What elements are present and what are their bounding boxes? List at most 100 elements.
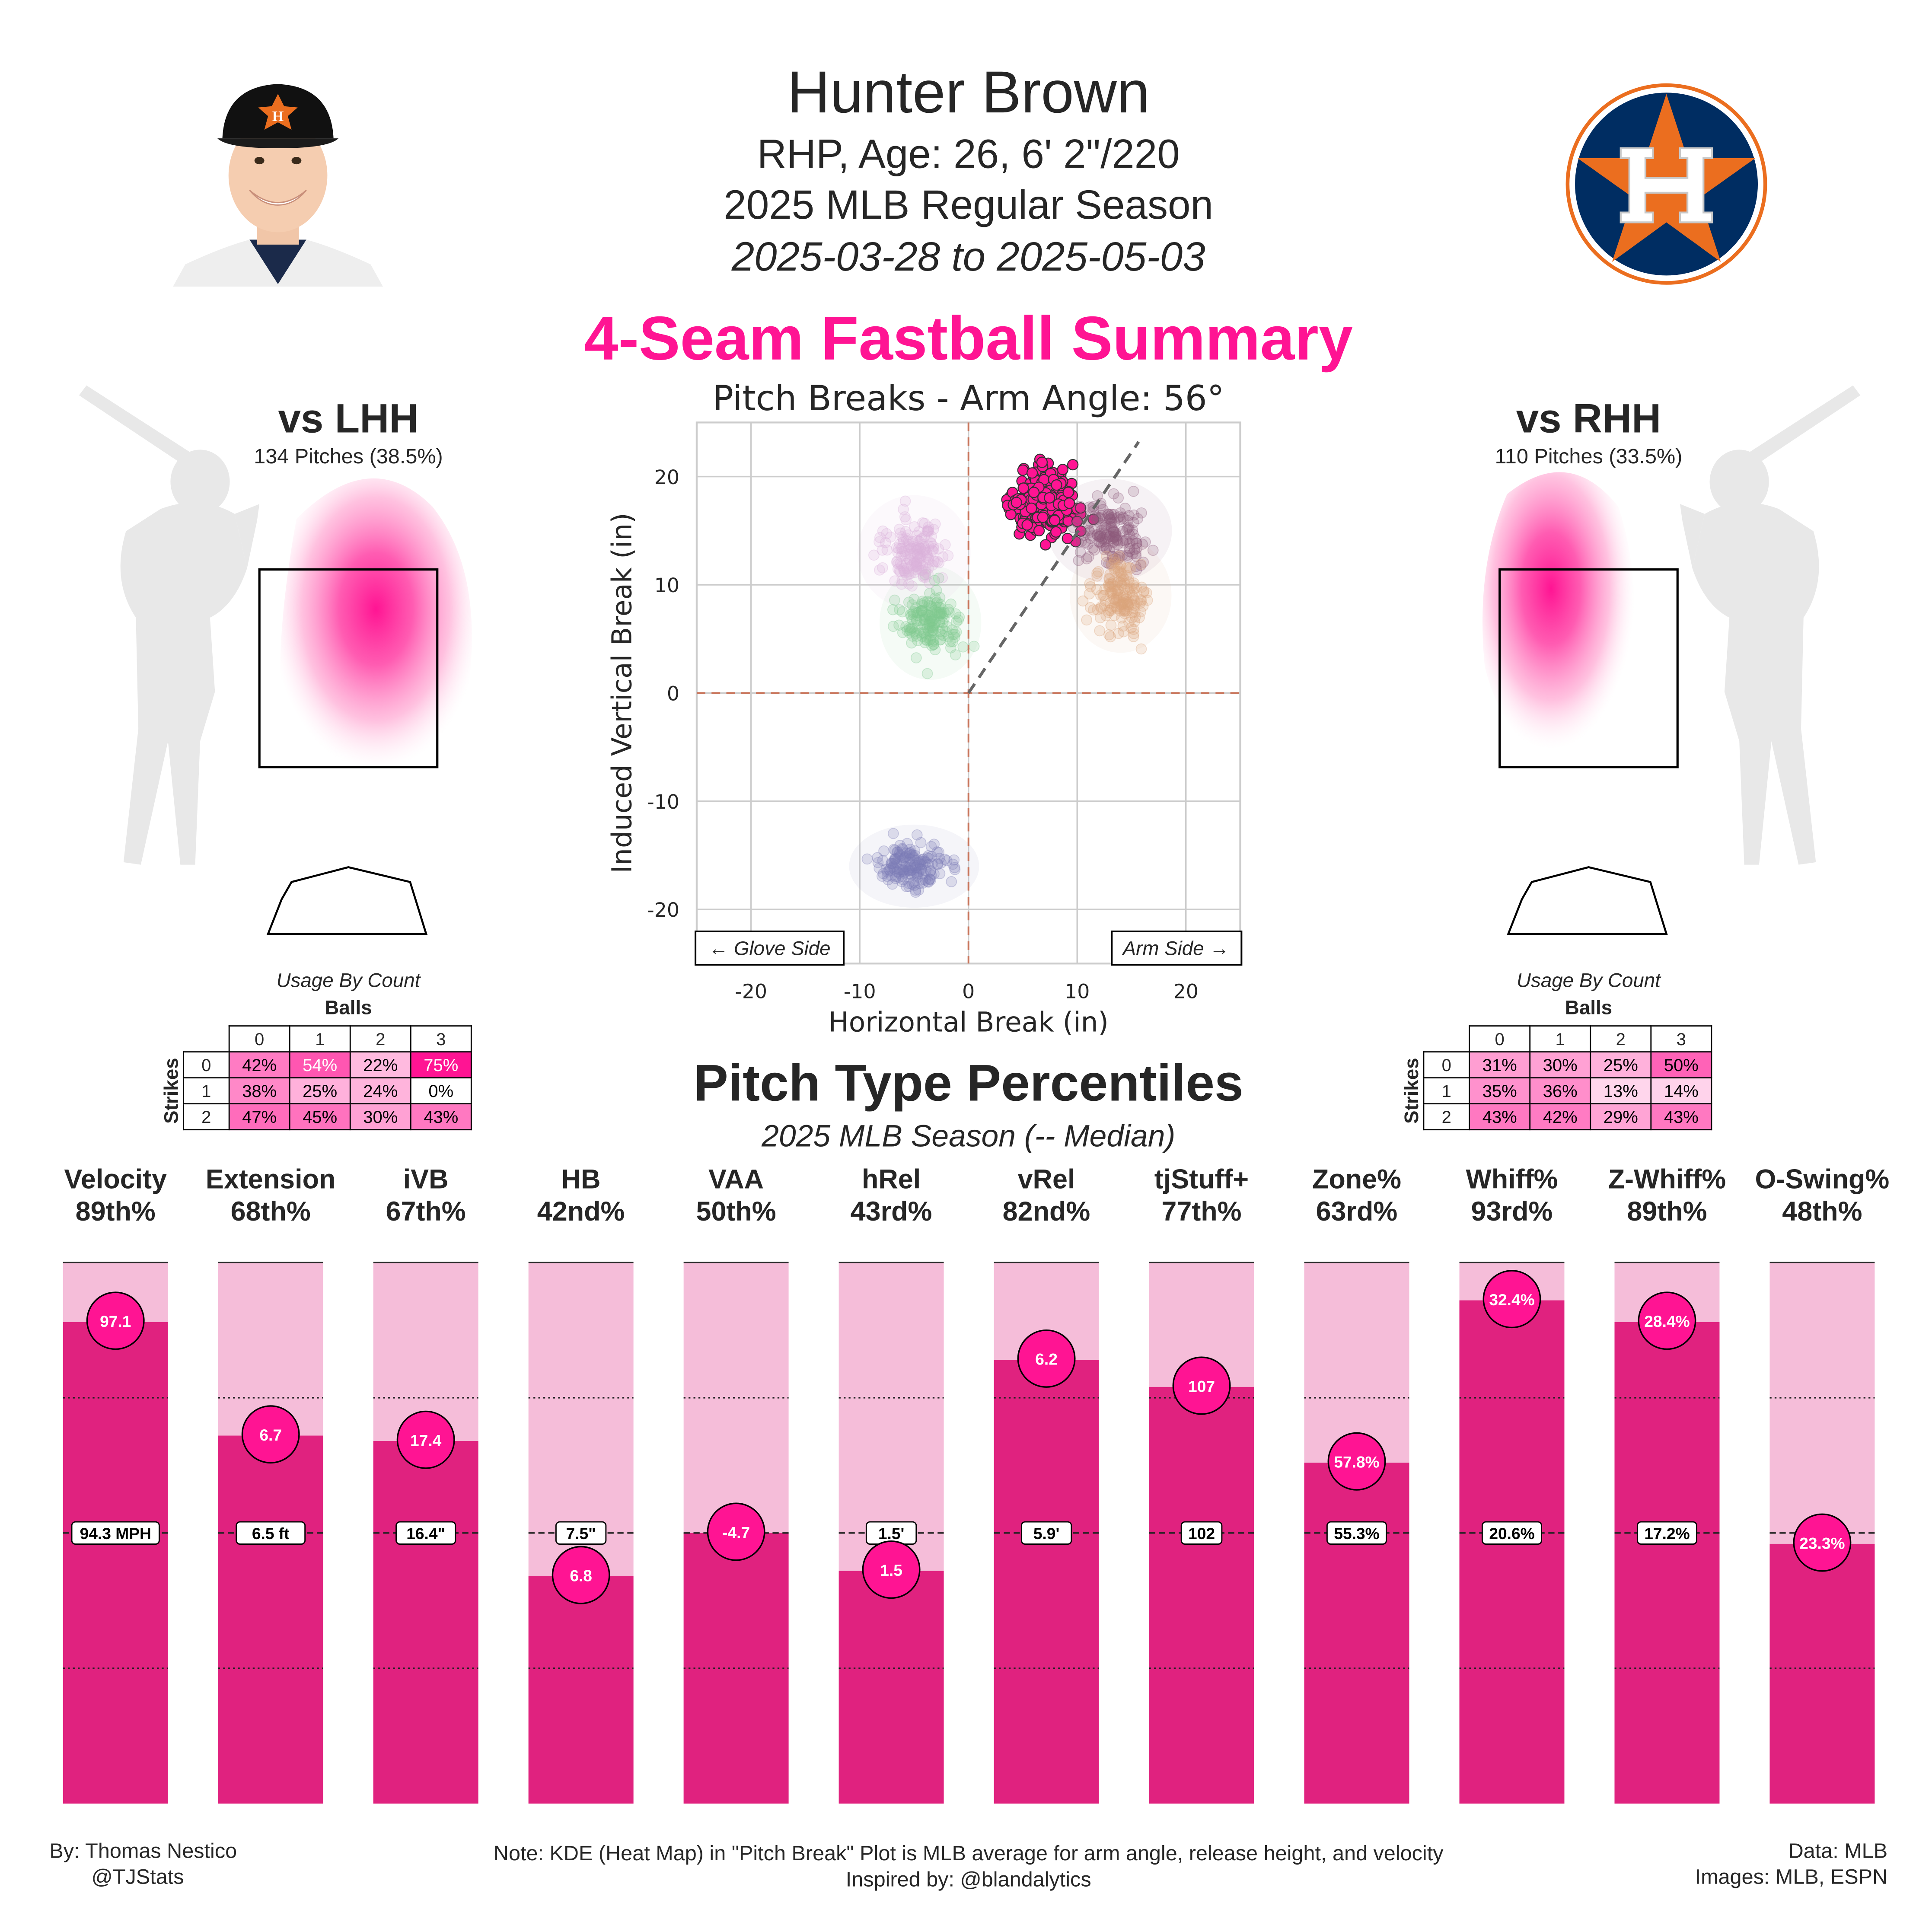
percentile-bar-fill [218, 1435, 323, 1804]
pitch-point [900, 621, 912, 632]
pitch-point [921, 526, 933, 538]
pitch-point [903, 622, 915, 633]
pitch-point [891, 556, 902, 568]
pitch-point [911, 869, 923, 880]
inspired-credit: Inspired by: @blandalytics [845, 1868, 1091, 1891]
value-marker [86, 1291, 145, 1350]
pitch-point [1106, 509, 1117, 520]
pitch-point [925, 634, 936, 645]
pitch-point [1082, 539, 1094, 550]
lhh-pitch-count: 134 Pitches (38.5%) [254, 444, 443, 469]
pitch-point [1127, 548, 1138, 559]
pitch-point [942, 550, 954, 561]
pitch-point [1104, 531, 1116, 542]
pitch-point [949, 631, 960, 643]
rhh-strikes-header: 1 [1423, 1077, 1470, 1105]
author-handle: @TJStats [91, 1865, 184, 1889]
pitch-point [1119, 578, 1131, 589]
pitch-point [1111, 603, 1123, 614]
pitch-point [951, 616, 962, 628]
pitch-point [921, 547, 932, 558]
pitch-point [909, 845, 921, 857]
pitch-point [893, 523, 905, 535]
metric-name: Extension [205, 1164, 336, 1195]
pitch-point [938, 630, 949, 641]
rhh-heatmap [1482, 472, 1635, 764]
metric-name: vRel [1017, 1164, 1075, 1195]
pitch-point [1113, 552, 1125, 563]
metric-percentile: 63rd% [1316, 1196, 1398, 1227]
pitch-point [1103, 629, 1115, 641]
pitch-point [1124, 562, 1135, 573]
pitch-point [906, 599, 918, 611]
rhh-usage-cell: 36% [1529, 1077, 1591, 1105]
rhh-pitch-count: 110 Pitches (33.5%) [1495, 444, 1683, 469]
pitch-point [899, 545, 910, 557]
percentile-bar-fill [528, 1576, 634, 1804]
pitch-point [927, 615, 938, 627]
pitch-point [887, 858, 899, 870]
pitch-point [1115, 567, 1126, 578]
pitch-point [941, 855, 953, 867]
pitch-point [1147, 545, 1159, 556]
pitch-point [912, 561, 923, 572]
y-tick-label: 10 [654, 574, 679, 597]
fastball-point [1067, 459, 1079, 471]
pitch-point [1107, 558, 1119, 570]
pitch-point [889, 575, 901, 587]
pitch-point [934, 606, 945, 618]
median-label-box [1180, 1521, 1223, 1545]
pitch-point [927, 559, 938, 571]
pitch-point [1117, 597, 1129, 608]
pitch-point [874, 532, 886, 543]
pitch-point [1109, 601, 1120, 612]
pitch-point [1099, 584, 1111, 595]
pitch-point [1103, 574, 1115, 585]
rhh-balls-header: 1 [1529, 1025, 1591, 1053]
percentile-bar-fill [1149, 1387, 1254, 1804]
pitch-point [1119, 535, 1131, 547]
fastball-point [1026, 467, 1038, 479]
pitch-point [905, 611, 917, 622]
pitch-point [1095, 530, 1106, 542]
pitch-point [1110, 553, 1122, 564]
pitch-point [926, 600, 937, 612]
pitch-point [933, 543, 944, 555]
pitch-point [1078, 529, 1090, 541]
pitch-point [1127, 524, 1138, 536]
percentile-bar-group: 55.3% 57.8% [1304, 1262, 1409, 1804]
pitch-point [934, 634, 946, 646]
pitch-point [1128, 580, 1139, 591]
value-label: 17.4 [410, 1431, 442, 1449]
median-label: 5.9' [1033, 1524, 1059, 1543]
pitch-point [917, 877, 929, 889]
pitch-point [1123, 510, 1135, 521]
value-label: 6.7 [259, 1426, 282, 1444]
pitch-point [895, 543, 907, 554]
pitch-point [912, 552, 924, 564]
pitch-point [1108, 488, 1119, 500]
pitch-point [927, 622, 938, 634]
pitch-point [1128, 577, 1140, 589]
pitch-point [924, 874, 936, 885]
pitch-point [1099, 544, 1110, 555]
pitch-point [913, 526, 925, 538]
pitch-point [935, 603, 947, 614]
x-tick-label: 10 [1065, 980, 1090, 1003]
pitch-point [1097, 532, 1109, 544]
rhh-balls-header: 0 [1469, 1025, 1531, 1053]
pitch-point [901, 847, 912, 859]
lhh-strikes-header: 1 [182, 1077, 230, 1105]
pitch-point [924, 577, 935, 589]
value-marker [1172, 1356, 1231, 1415]
pitch-point [929, 556, 941, 567]
pitch-point [1095, 601, 1107, 612]
pitch-point [921, 609, 933, 620]
pitch-point [1110, 585, 1122, 597]
pitch-point [926, 606, 937, 618]
pitch-point [1131, 537, 1142, 549]
pitch-point [912, 545, 923, 556]
pitch-point [923, 599, 935, 611]
pitch-point [1083, 551, 1094, 563]
pitch-point [1127, 586, 1138, 597]
